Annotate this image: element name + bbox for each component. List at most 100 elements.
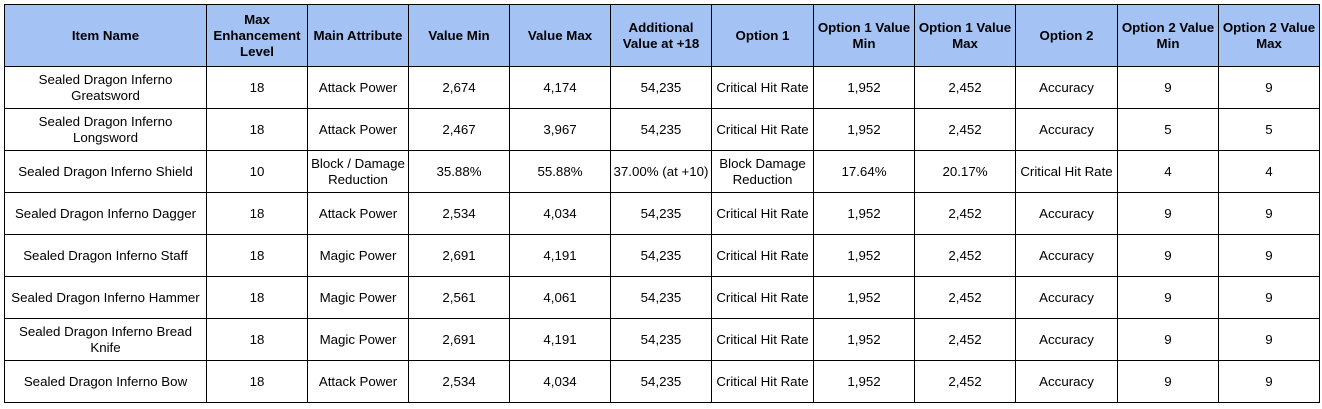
table-cell: 2,452	[914, 276, 1016, 319]
cell-text: 1,952	[847, 289, 881, 305]
table-cell: Critical Hit Rate	[711, 192, 814, 235]
table-cell: 4,174	[509, 66, 611, 109]
item-stats-table: Item Name Max Enhancement Level Main Att…	[4, 4, 1320, 403]
cell-text: 9	[1164, 247, 1172, 263]
cell-text: Critical Hit Rate	[716, 289, 809, 305]
cell-text: 9	[1164, 289, 1172, 305]
header-cell: Option 2 Value Min	[1117, 4, 1219, 67]
table-cell: 1,952	[813, 66, 915, 109]
cell-text: 2,452	[948, 247, 982, 263]
cell-text: 2,452	[948, 289, 982, 305]
cell-text: 54,235	[640, 79, 682, 95]
table-cell: Accuracy	[1015, 318, 1118, 361]
table-cell: 2,561	[408, 276, 510, 319]
cell-text: 5	[1265, 121, 1273, 137]
cell-text: Sealed Dragon Inferno Shield	[18, 163, 193, 179]
cell-text: Attack Power	[318, 121, 398, 137]
table-cell: 9	[1218, 318, 1320, 361]
table-cell: 4,061	[509, 276, 611, 319]
cell-text: 54,235	[640, 373, 682, 389]
cell-text: Sealed Dragon Inferno Greatsword	[38, 71, 173, 103]
table-cell: 37.00% (at +10)	[610, 150, 712, 193]
cell-text: 9	[1164, 79, 1172, 95]
header-cell: Max Enhancement Level	[206, 4, 308, 67]
table-cell: 9	[1218, 192, 1320, 235]
table-cell: Critical Hit Rate	[711, 234, 814, 277]
cell-text: 18	[249, 205, 265, 221]
cell-text: Critical Hit Rate	[716, 331, 809, 347]
table-cell: 4,191	[509, 234, 611, 277]
cell-text: Magic Power	[319, 247, 397, 263]
table-cell: Sealed Dragon Inferno Bread Knife	[4, 318, 207, 361]
table-cell: Accuracy	[1015, 108, 1118, 151]
cell-text: Attack Power	[318, 79, 398, 95]
table-cell: Sealed Dragon Inferno Staff	[4, 234, 207, 277]
cell-text: 4	[1164, 163, 1172, 179]
table-cell: 55.88%	[509, 150, 611, 193]
table-cell: Accuracy	[1015, 192, 1118, 235]
header-cell: Item Name	[4, 4, 207, 67]
header-cell: Option 2 Value Max	[1218, 4, 1320, 67]
table-cell: Critical Hit Rate	[711, 66, 814, 109]
table-cell: 3,967	[509, 108, 611, 151]
table-cell: Sealed Dragon Inferno Shield	[4, 150, 207, 193]
cell-text: 2,452	[948, 331, 982, 347]
table-row: Sealed Dragon Inferno Bow 18 Attack Power 2…	[4, 360, 1320, 403]
cell-text: 9	[1164, 205, 1172, 221]
table-cell: 1,952	[813, 276, 915, 319]
table-cell: Critical Hit Rate	[711, 108, 814, 151]
header-cell: Option 1 Value Max	[914, 4, 1016, 67]
table-cell: 18	[206, 66, 308, 109]
cell-text: Sealed Dragon Inferno Dagger	[14, 205, 197, 221]
table-row: Sealed Dragon Inferno Longsword 18 Attack …	[4, 108, 1320, 151]
cell-text: Accuracy	[1039, 289, 1094, 305]
table-cell: 18	[206, 360, 308, 403]
table-cell: 9	[1218, 276, 1320, 319]
table-row: Sealed Dragon Inferno Dagger 18 Attack Pow…	[4, 192, 1320, 235]
cell-text: 4,191	[543, 331, 577, 347]
table-cell: 2,534	[408, 360, 510, 403]
table-cell: 54,235	[610, 234, 712, 277]
cell-text: Accuracy	[1039, 373, 1094, 389]
cell-text: Critical Hit Rate	[716, 79, 809, 95]
table-cell: 4,034	[509, 192, 611, 235]
table-cell: 54,235	[610, 192, 712, 235]
table-cell: 1,952	[813, 192, 915, 235]
cell-text: 2,534	[442, 373, 476, 389]
cell-text: Sealed Dragon Inferno Bow	[23, 373, 188, 389]
cell-text: 2,452	[948, 373, 982, 389]
table-cell: 9	[1117, 234, 1219, 277]
table-cell: 4	[1117, 150, 1219, 193]
cell-text: 2,452	[948, 121, 982, 137]
table-cell: Sealed Dragon Inferno Dagger	[4, 192, 207, 235]
header-row: Item Name Max Enhancement Level Main Att…	[4, 4, 1320, 67]
table-cell: 10	[206, 150, 308, 193]
table-cell: 2,452	[914, 66, 1016, 109]
header-cell: Value Min	[408, 4, 510, 67]
table-cell: 1,952	[813, 318, 915, 361]
table-cell: 4	[1218, 150, 1320, 193]
cell-text: 17.64%	[841, 163, 887, 179]
table-cell: 18	[206, 318, 308, 361]
table-cell: Accuracy	[1015, 276, 1118, 319]
cell-text: 54,235	[640, 331, 682, 347]
cell-text: 2,691	[442, 247, 476, 263]
table-row: Sealed Dragon Inferno Greatsword 18 Attack…	[4, 66, 1320, 109]
table-cell: 35.88%	[408, 150, 510, 193]
cell-text: 9	[1265, 247, 1273, 263]
cell-text: Attack Power	[318, 373, 398, 389]
cell-text: Magic Power	[319, 331, 397, 347]
cell-text: 54,235	[640, 121, 682, 137]
cell-text: 37.00% (at +10)	[613, 163, 709, 179]
table-cell: 1,952	[813, 108, 915, 151]
header-cell: Option 1	[711, 4, 814, 67]
table-cell: Sealed Dragon Inferno Greatsword	[4, 66, 207, 109]
cell-text: Accuracy	[1039, 121, 1094, 137]
header-cell: Value Max	[509, 4, 611, 67]
cell-text: 5	[1164, 121, 1172, 137]
table-cell: Attack Power	[307, 66, 409, 109]
table-cell: Critical Hit Rate	[1015, 150, 1118, 193]
table-cell: 18	[206, 192, 308, 235]
cell-text: 9	[1164, 373, 1172, 389]
table-cell: 9	[1218, 360, 1320, 403]
